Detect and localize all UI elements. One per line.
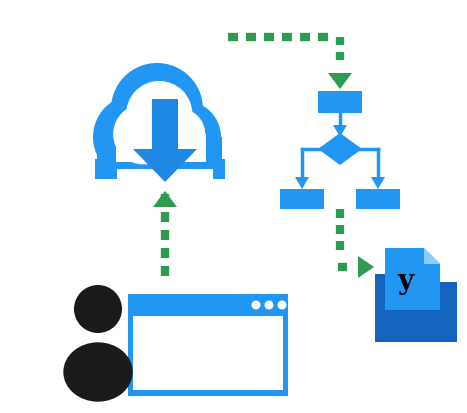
- Bar: [133, 316, 283, 390]
- Polygon shape: [333, 126, 347, 138]
- Bar: [97, 138, 222, 176]
- Bar: [375, 274, 403, 286]
- Polygon shape: [358, 256, 374, 278]
- Circle shape: [252, 301, 261, 310]
- Bar: [318, 92, 362, 114]
- Circle shape: [264, 301, 274, 310]
- Ellipse shape: [64, 343, 132, 401]
- Text: y: y: [398, 267, 414, 294]
- Bar: [375, 282, 457, 342]
- Circle shape: [113, 105, 174, 165]
- Polygon shape: [153, 192, 177, 207]
- Polygon shape: [318, 134, 362, 166]
- Polygon shape: [295, 178, 309, 190]
- Bar: [95, 159, 225, 180]
- Circle shape: [93, 96, 177, 180]
- Circle shape: [74, 285, 122, 333]
- Bar: [152, 100, 178, 152]
- Bar: [356, 190, 400, 209]
- Polygon shape: [371, 178, 385, 190]
- Circle shape: [149, 102, 221, 173]
- Polygon shape: [133, 150, 197, 183]
- Circle shape: [277, 301, 286, 310]
- Polygon shape: [424, 248, 440, 264]
- Polygon shape: [328, 74, 352, 90]
- Circle shape: [154, 109, 205, 161]
- Bar: [117, 170, 213, 182]
- Circle shape: [111, 64, 203, 156]
- Circle shape: [126, 82, 192, 148]
- Bar: [385, 248, 440, 310]
- Bar: [128, 294, 288, 396]
- Bar: [116, 135, 206, 162]
- Bar: [280, 190, 324, 209]
- Polygon shape: [424, 248, 440, 264]
